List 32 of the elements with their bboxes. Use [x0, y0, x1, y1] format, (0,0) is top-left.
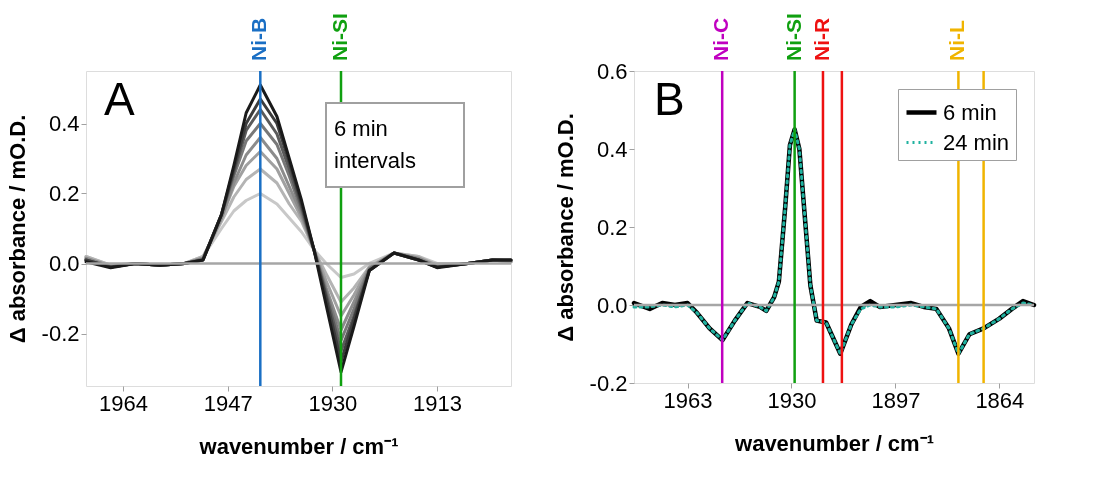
ref-line-label: Ni-SI	[781, 13, 805, 61]
y-tick-label: 0.6	[596, 58, 628, 84]
legend-label: 6 min	[943, 99, 997, 125]
x-tick-label: 1913	[413, 390, 463, 416]
x-tick-label: 1964	[98, 390, 148, 416]
y-tick-label: 0.0	[596, 292, 628, 318]
legend-label: 24 min	[943, 129, 1010, 155]
x-tick-label: 1930	[767, 387, 817, 413]
x-axis-title: wavenumber / cm⁻¹	[198, 433, 399, 459]
x-tick-label: 1864	[975, 387, 1025, 413]
ref-line-label: Ni-C	[709, 17, 733, 61]
x-axis-title: wavenumber / cm⁻¹	[734, 430, 934, 456]
annotation: B	[654, 73, 685, 125]
y-tick-label: 0.2	[48, 181, 80, 206]
x-tick-label: 1963	[663, 387, 713, 413]
ref-line-label: Ni-L	[945, 20, 969, 61]
y-tick-label: 0.2	[596, 214, 628, 240]
y-tick-label: 0.0	[48, 251, 80, 276]
ref-line-label: Ni-R	[809, 17, 833, 61]
y-tick-label: 0.4	[596, 136, 628, 162]
annotation: 6 min intervals	[334, 116, 416, 173]
y-tick-label: -0.2	[41, 321, 80, 346]
x-tick-label: 1897	[871, 387, 921, 413]
y-tick-label: 0.4	[48, 111, 80, 136]
ref-line-label: Ni-SI	[328, 13, 351, 61]
x-tick-label: 1947	[203, 390, 253, 416]
y-tick-label: -0.2	[589, 370, 628, 396]
x-tick-label: 1930	[308, 390, 358, 416]
annotation: A	[104, 73, 135, 125]
y-axis-title: Δ absorbance / mO.D.	[552, 113, 578, 342]
ref-line-label: Ni-B	[247, 17, 271, 61]
y-axis-title: Δ absorbance / mO.D.	[4, 114, 30, 344]
